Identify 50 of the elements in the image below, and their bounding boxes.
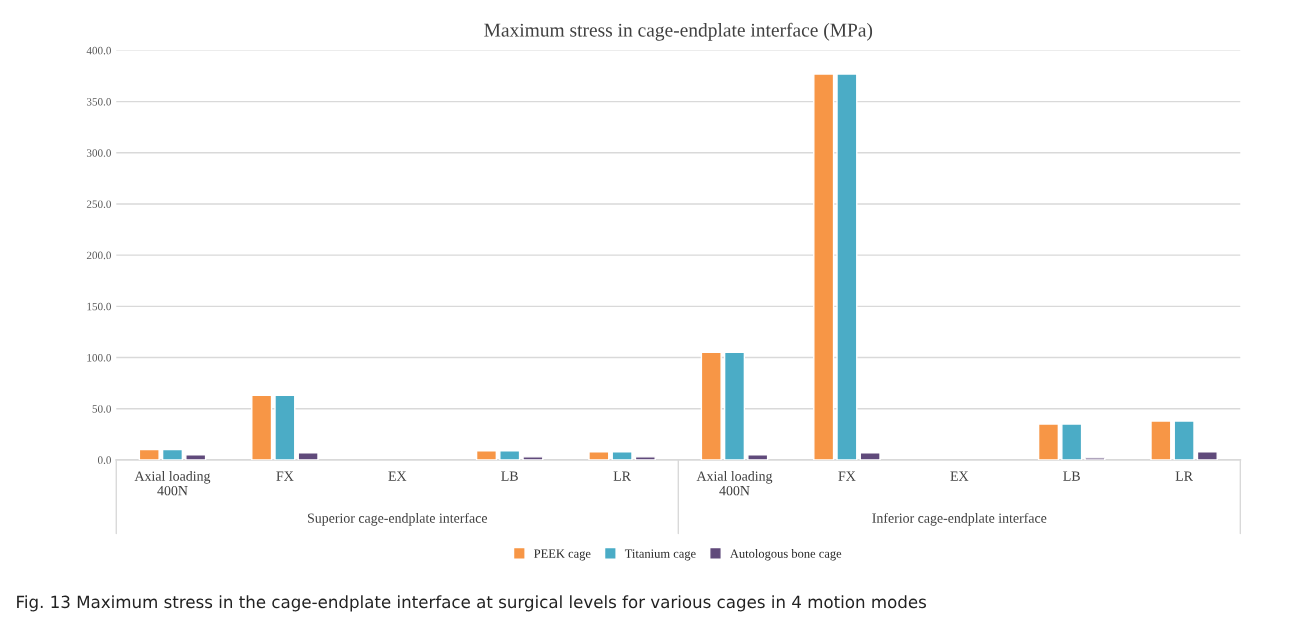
- legend-label: Titanium cage: [624, 549, 696, 561]
- y-tick-label: 400.0: [86, 46, 111, 55]
- y-tick-label: 50.0: [92, 405, 111, 413]
- bar: [700, 351, 722, 460]
- bar: [1150, 420, 1172, 460]
- bar: [634, 456, 656, 460]
- bar: [1037, 423, 1060, 460]
- x-tick-label: LR: [613, 471, 631, 481]
- bar: [499, 449, 521, 460]
- x-tick-label: EX: [950, 471, 969, 481]
- x-tick-label: LR: [1175, 471, 1193, 481]
- legend-label: PEEK cage: [534, 549, 591, 561]
- x-tick-label: Axial loading 400N: [696, 471, 773, 496]
- y-tick-label: 200.0: [86, 251, 111, 260]
- bar: [813, 73, 835, 460]
- bar: [611, 451, 633, 460]
- chart-title: Maximum stress in cage-endplate interface (MPa): [484, 22, 873, 41]
- y-tick-label: 300.0: [86, 149, 111, 157]
- y-tick-label: 0.0: [97, 456, 111, 464]
- y-tick-label: 150.0: [87, 302, 111, 311]
- bar: [475, 449, 498, 460]
- y-tick-label: 100.0: [87, 353, 111, 362]
- bar: [274, 394, 296, 460]
- x-tick-label: LB: [501, 471, 518, 481]
- bar: [588, 451, 610, 460]
- y-tick-label: 250.0: [86, 200, 111, 208]
- x-tick-label: EX: [388, 471, 407, 481]
- bar: [522, 456, 544, 460]
- bar: [138, 448, 160, 460]
- bar: [1084, 457, 1106, 460]
- bar: [185, 454, 207, 460]
- caption: Fig. 13 Maximum stress in the cage-endplate interface at surgical levels for various cages in 4 motion modes: [17, 595, 926, 612]
- bar: [859, 452, 881, 460]
- legend-label: Autologous bone cage: [730, 549, 842, 561]
- x-tick-label: LB: [1063, 471, 1080, 481]
- text: Superior cage-endplate interface: [307, 512, 488, 526]
- bar: [161, 448, 184, 460]
- bar: [297, 452, 319, 460]
- bar: [836, 73, 858, 460]
- bar: [723, 351, 746, 460]
- x-tick-label: FX: [276, 471, 294, 481]
- bar: [747, 454, 769, 460]
- x-tick-label: Axial loading 400N: [134, 471, 211, 496]
- bar: [1061, 423, 1083, 460]
- bar: [1173, 420, 1195, 460]
- x-tick-label: FX: [838, 471, 856, 481]
- y-tick-label: 350.0: [86, 98, 111, 106]
- bar: [251, 394, 273, 460]
- text: Inferior cage-endplate interface: [872, 512, 1047, 526]
- bar: [1196, 451, 1218, 460]
